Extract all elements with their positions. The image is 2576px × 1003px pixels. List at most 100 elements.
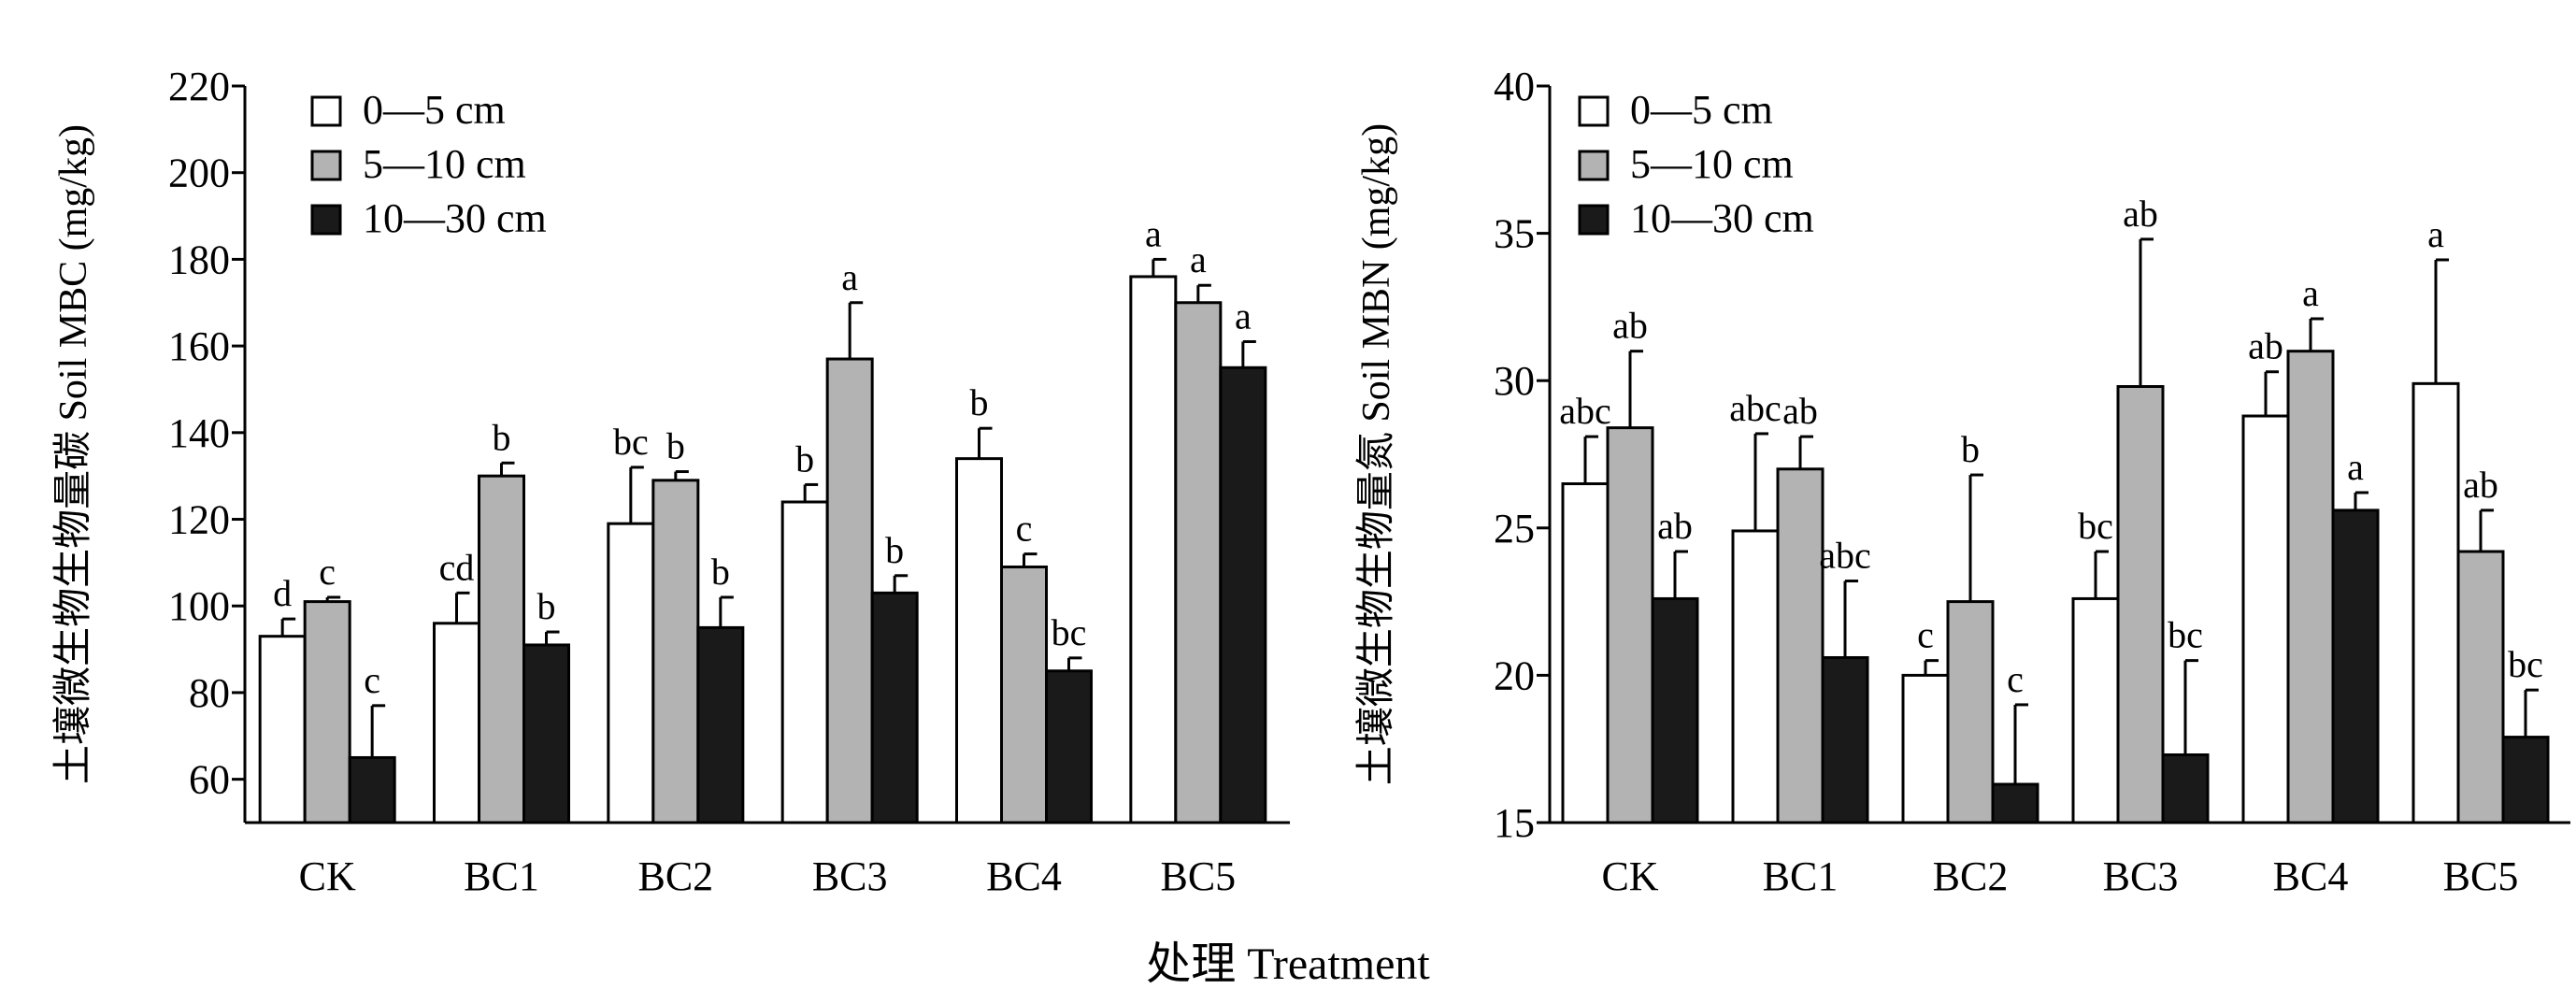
x-tick-label: BC3	[2103, 853, 2179, 899]
legend-label: 0—5 cm	[363, 87, 506, 133]
y-tick-label: 180	[168, 236, 230, 282]
legend-label: 5—10 cm	[1630, 141, 1794, 187]
x-tick-label: BC2	[637, 853, 713, 899]
significance-label: c	[1016, 508, 1033, 550]
significance-label: b	[885, 529, 904, 571]
bar	[870, 591, 919, 824]
significance-label: b	[666, 425, 685, 467]
bar	[1821, 655, 1869, 824]
x-tick-label: BC5	[1160, 853, 1236, 899]
bar	[433, 622, 480, 824]
bar	[348, 755, 396, 824]
significance-label: bc	[2078, 505, 2113, 547]
bar	[1776, 467, 1825, 824]
significance-label: ab	[1657, 505, 1693, 547]
legend-swatch	[1578, 150, 1610, 181]
significance-label: abc	[1819, 535, 1871, 577]
bar	[258, 635, 307, 824]
bar	[1561, 482, 1610, 824]
legend-label: 0—5 cm	[1630, 87, 1773, 133]
y-tick-label: 100	[168, 583, 230, 629]
significance-label: b	[795, 437, 814, 480]
y-tick-label: 60	[189, 757, 230, 803]
x-tick-label: BC3	[812, 853, 888, 899]
legend-label: 5—10 cm	[363, 141, 526, 187]
significance-label: cd	[439, 546, 475, 588]
bar	[2286, 350, 2335, 824]
significance-label: bc	[613, 421, 649, 463]
y-axis-title: 土壤微生物生物量氮 Soil MBN (mg/kg)	[1354, 123, 1398, 785]
significance-label: bc	[2168, 614, 2203, 656]
legend-swatch	[310, 204, 342, 236]
significance-label: a	[1235, 294, 1252, 337]
bar	[1219, 365, 1267, 824]
significance-label: a	[2347, 446, 2364, 488]
significance-label: a	[1145, 212, 1162, 254]
y-tick-label: 35	[1494, 211, 1535, 257]
significance-label: d	[273, 572, 292, 614]
bar	[825, 357, 874, 824]
bar	[2161, 753, 2210, 824]
y-tick-label: 25	[1494, 506, 1535, 552]
significance-label: c	[1917, 614, 1934, 656]
x-tick-label: CK	[299, 853, 356, 899]
bar	[2241, 414, 2290, 824]
significance-label: ab	[1782, 390, 1818, 432]
bar	[303, 600, 351, 824]
bar	[1606, 426, 1654, 824]
legend-swatch	[1578, 95, 1610, 127]
legend-label: 10—30 cm	[363, 195, 547, 241]
bar	[1651, 596, 1699, 824]
bar	[2071, 596, 2120, 824]
y-tick-label: 200	[168, 150, 230, 196]
bar	[780, 500, 829, 824]
significance-label: a	[2427, 213, 2444, 255]
bar	[2331, 509, 2380, 824]
legend-swatch	[310, 95, 342, 127]
x-tick-label: BC5	[2443, 853, 2519, 899]
y-tick-label: 15	[1494, 800, 1535, 846]
legend-swatch	[310, 150, 342, 181]
y-tick-label: 80	[189, 670, 230, 716]
significance-label: c	[2007, 658, 2024, 700]
significance-label: ab	[1612, 305, 1648, 347]
y-tick-label: 160	[168, 323, 230, 369]
bar	[522, 643, 570, 824]
significance-label: a	[2302, 272, 2319, 314]
chart-panel-2: 15 20 25 30 35 40 土壤微生物生物量氮 Soil MBN (mg/kg) CK…	[1354, 64, 2570, 899]
bar	[1045, 669, 1093, 824]
legend-swatch	[1578, 204, 1610, 236]
significance-label: c	[364, 659, 380, 701]
x-tick-label: BC1	[464, 853, 539, 899]
significance-label: b	[1961, 428, 1980, 470]
x-tick-label: BC4	[2273, 853, 2349, 899]
bar	[2456, 550, 2505, 824]
y-tick-label: 40	[1494, 64, 1535, 109]
significance-label: b	[493, 416, 511, 458]
y-tick-label: 30	[1494, 358, 1535, 404]
x-axis-title: 处理 Treatment	[1146, 939, 1430, 989]
significance-label: b	[970, 381, 989, 423]
bar	[2116, 385, 2165, 824]
bar	[1731, 529, 1780, 824]
x-tick-label: BC2	[1933, 853, 2009, 899]
significance-label: abc	[1729, 387, 1782, 429]
chart-panel-1: 60 80 100 120 140 160 180 200 220 土壤微生物生物量碳 Soil …	[51, 64, 1290, 899]
bar	[1991, 782, 2039, 824]
bar	[2501, 736, 2550, 824]
x-tick-label: BC1	[1763, 853, 1839, 899]
significance-label: abc	[1559, 390, 1611, 432]
significance-label: b	[711, 551, 730, 593]
significance-label: c	[319, 551, 336, 593]
significance-label: bc	[1052, 611, 1087, 653]
bar	[1174, 301, 1223, 824]
bar	[1000, 566, 1048, 824]
x-tick-label: BC4	[986, 853, 1062, 899]
bar	[478, 474, 525, 824]
y-tick-label: 20	[1494, 652, 1535, 698]
legend-label: 10—30 cm	[1630, 195, 1814, 241]
significance-label: ab	[2463, 464, 2498, 506]
significance-label: ab	[2248, 325, 2283, 367]
